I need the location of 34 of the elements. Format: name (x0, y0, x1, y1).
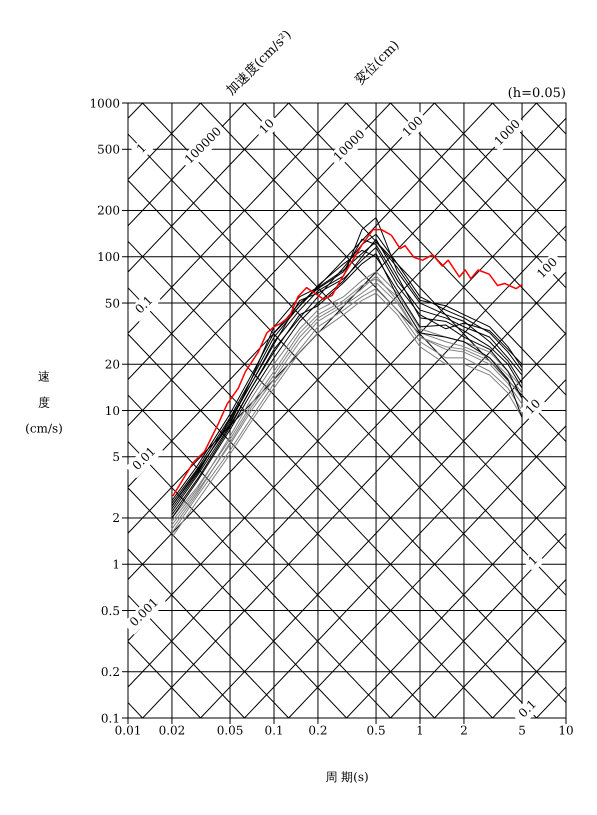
x-tick-label: 0.01 (114, 724, 142, 738)
x-tick-label: 0.1 (264, 724, 284, 738)
y-tick-label: 10 (104, 404, 120, 418)
annotation: 1 (525, 552, 541, 568)
x-tick-label: 10 (558, 724, 574, 738)
y-tick-label: 0.1 (100, 711, 120, 726)
annotation: 10 (256, 116, 278, 137)
x-tick-label: 0.2 (308, 724, 328, 738)
x-tick-label: 0.02 (158, 724, 186, 738)
y-tick-label: 100 (97, 250, 120, 264)
annotation: 10 (522, 396, 544, 417)
x-tick-label: 1 (416, 724, 424, 738)
annotation: 1 (134, 140, 150, 156)
y-tick-label: 2 (112, 511, 120, 526)
annotation: 100 (400, 113, 426, 140)
y-tick-label: 0.2 (100, 664, 120, 679)
x-tick-label: 0.5 (366, 724, 386, 738)
y-tick-label: 1000 (89, 96, 120, 110)
y-tick-label: 50 (104, 296, 120, 310)
chart-subtitle: (h=0.05) (508, 86, 566, 101)
y-axis-title: 速度(cm/s) (25, 370, 63, 436)
y-tick-label: 500 (97, 142, 120, 157)
x-axis-title: 周 期(s) (325, 770, 369, 784)
y-tick-label: 200 (97, 204, 120, 218)
x-tick-label: 0.05 (216, 724, 244, 738)
y-tick-label: 5 (112, 450, 120, 464)
annotation: 100 (534, 254, 560, 281)
annotation: 0.1 (132, 293, 156, 316)
y-tick-label: 20 (104, 357, 120, 372)
y-tick-label: 0.5 (100, 604, 120, 618)
x-tick-label: 2 (460, 724, 468, 738)
x-tick-label: 5 (518, 724, 526, 738)
y-tick-label: 1 (112, 558, 120, 572)
annotation: 0.1 (516, 696, 540, 720)
